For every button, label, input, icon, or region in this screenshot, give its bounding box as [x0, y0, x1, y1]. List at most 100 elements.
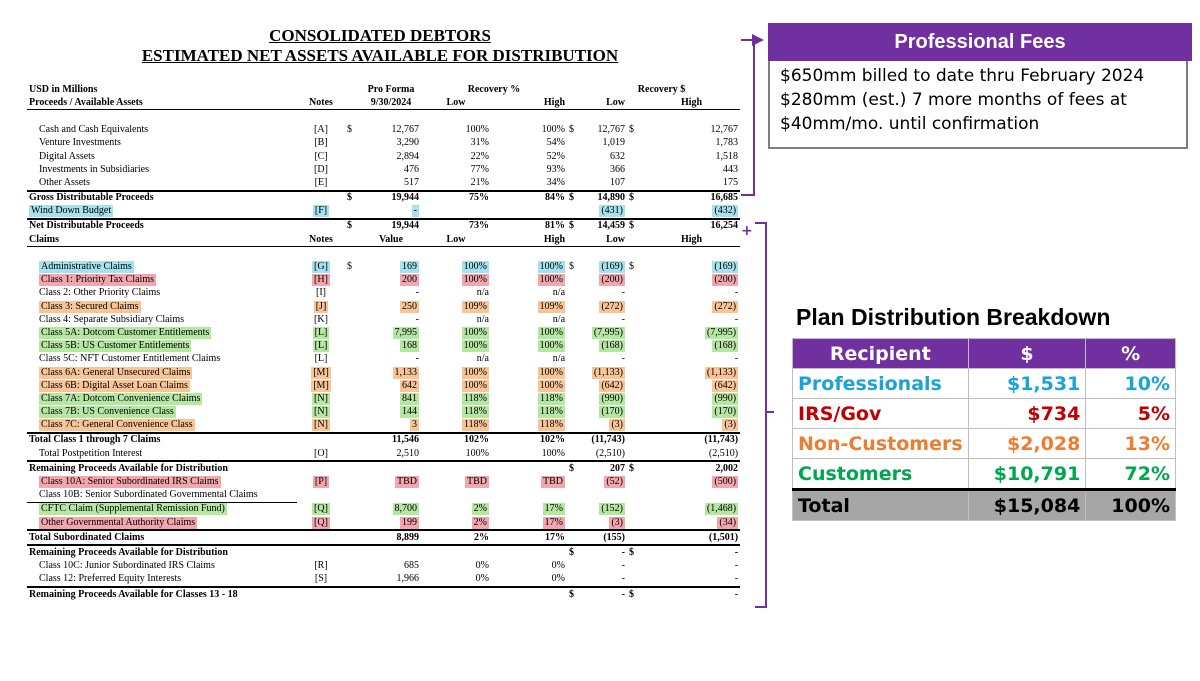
currency — [627, 176, 643, 190]
recovery-pct-high: 118% — [491, 392, 567, 405]
plan-cell-name: IRS/Gov — [792, 398, 969, 429]
gross-row: Gross Distributable Proceeds $19,944 75% 84… — [27, 189, 741, 205]
currency — [567, 502, 583, 516]
highlight: 7,995 — [392, 326, 419, 339]
row-label: Class 12: Preferred Equity Interests — [39, 573, 182, 585]
currency — [627, 150, 643, 163]
arrow-line — [741, 39, 753, 41]
currency — [567, 163, 583, 176]
row-label: Class 1: Priority Tax Claims — [27, 274, 297, 287]
recovery-pct-high: 34% — [546, 176, 566, 188]
fees-line-2: $280mm (est.) 7 more months of fees at — [780, 90, 1127, 110]
recovery-usd-high: (200) — [643, 274, 740, 287]
recovery-pct-low: 100% — [465, 124, 489, 136]
currency — [345, 274, 361, 287]
claim-row: Class 7A: Dotcom Convenience Claims [N] 84… — [27, 392, 740, 405]
highlight: (3) — [722, 419, 739, 432]
row-label: Class 6B: Digital Asset Loan Claims — [27, 379, 297, 392]
highlight: [L] — [312, 326, 330, 339]
highlight: (7,995) — [704, 326, 739, 339]
header-row: USD in Millions Pro Forma Recovery % Recove… — [27, 83, 740, 96]
highlight: 199 — [400, 516, 419, 529]
plan-total-amt: $15,084 — [967, 488, 1087, 521]
claim-row: Class 10B: Senior Subordinated Governmen… — [27, 488, 740, 503]
highlight: (272) — [712, 300, 739, 313]
row-value: 19,944 — [361, 189, 421, 205]
highlight: Wind Down Budget — [29, 205, 114, 218]
row-note: [C] — [314, 150, 328, 162]
currency: $ — [347, 261, 352, 273]
row-note: [L] — [314, 353, 328, 365]
currency — [345, 340, 361, 353]
recovery-pct-high: 100% — [491, 366, 567, 379]
recovery-pct-high: 100% — [541, 447, 566, 459]
currency — [627, 431, 644, 448]
row-note: [N] — [297, 406, 345, 419]
highlight: 642 — [400, 379, 419, 392]
currency — [627, 560, 643, 573]
highlight: 169 — [400, 261, 419, 274]
fees-line-3: $40mm/mo. until confirmation — [780, 114, 1040, 134]
recovery-usd-low: 366 — [610, 163, 626, 175]
currency — [567, 176, 583, 190]
row-label: Other Governmental Authority Claims — [27, 516, 297, 530]
row-value: 169 — [361, 260, 421, 274]
row-value: 144 — [361, 406, 421, 419]
row-note: [O] — [314, 447, 328, 459]
currency — [567, 366, 583, 379]
plan-cell-amt: $734 — [967, 398, 1087, 429]
recovery-pct-high: 100% — [491, 340, 567, 353]
recovery-usd-high: (34) — [643, 516, 740, 530]
row-note — [297, 217, 345, 234]
recovery-pct-low: 100% — [421, 379, 491, 392]
claim-row: Class 7B: US Convenience Class [N] 144 118%… — [27, 406, 740, 419]
highlight: 118% — [462, 406, 489, 419]
report-title: CONSOLIDATED DEBTORS — [269, 26, 491, 45]
recovery-usd-low: 107 — [610, 176, 626, 188]
plan-cell-amt: $1,531 — [967, 368, 1087, 399]
row-note: [P] — [297, 475, 345, 489]
recovery-usd-low: - — [621, 573, 626, 585]
row-value: 1,133 — [361, 366, 421, 379]
claims-bracket — [755, 222, 767, 608]
recovery-usd-high: - — [734, 353, 739, 365]
plan-cell-amt: $2,028 — [967, 428, 1087, 459]
highlight: (432) — [712, 205, 739, 218]
currency — [627, 447, 643, 461]
row-label: Class 10A: Senior Subordinated IRS Claim… — [27, 475, 297, 489]
highlight: [F] — [312, 205, 330, 218]
highlight: Class 7A: Dotcom Convenience Claims — [39, 392, 203, 405]
row-value: 8,700 — [361, 502, 421, 516]
row-note: [G] — [297, 260, 345, 274]
claim-row: Class 1: Priority Tax Claims [H] 200 100% 10… — [27, 274, 740, 287]
plan-cell-name: Non-Customers — [792, 428, 969, 459]
highlight: (642) — [599, 379, 626, 392]
date-header: 9/30/2024 — [361, 96, 421, 111]
highlight: 100% — [461, 366, 489, 379]
plan-distribution-table: Recipient $% Professionals $1,531 10% IRS/Gov… — [792, 338, 1176, 521]
row-value: - — [361, 205, 421, 219]
row-label: Class 2: Other Priority Claims — [39, 287, 161, 299]
highlight: 17% — [542, 516, 566, 529]
currency — [627, 392, 643, 405]
highlight: (3) — [609, 516, 626, 529]
row-note: [L] — [297, 340, 345, 353]
currency — [567, 137, 583, 150]
recovery-pct-low: n/a — [476, 353, 489, 365]
recovery-pct-low: TBD — [421, 475, 491, 489]
currency — [627, 419, 643, 433]
recovery-pct-low: 0% — [475, 560, 489, 572]
plan-total-name: Total — [792, 488, 969, 521]
row-label: Class 5A: Dotcom Customer Entitlements — [27, 326, 297, 339]
highlight: (52) — [604, 476, 626, 489]
row-value: 476 — [404, 163, 419, 175]
currency — [567, 516, 583, 530]
currency — [345, 475, 361, 488]
currency — [567, 340, 583, 353]
highlight: [Q] — [312, 516, 330, 529]
highlight: Class 1: Priority Tax Claims — [39, 274, 157, 287]
postpetition-row: Total Postpetition Interest [O] 2,510 100% 1… — [27, 447, 740, 461]
highlight: [H] — [312, 274, 330, 287]
row-value: 19,944 — [361, 217, 421, 234]
currency — [567, 447, 583, 461]
